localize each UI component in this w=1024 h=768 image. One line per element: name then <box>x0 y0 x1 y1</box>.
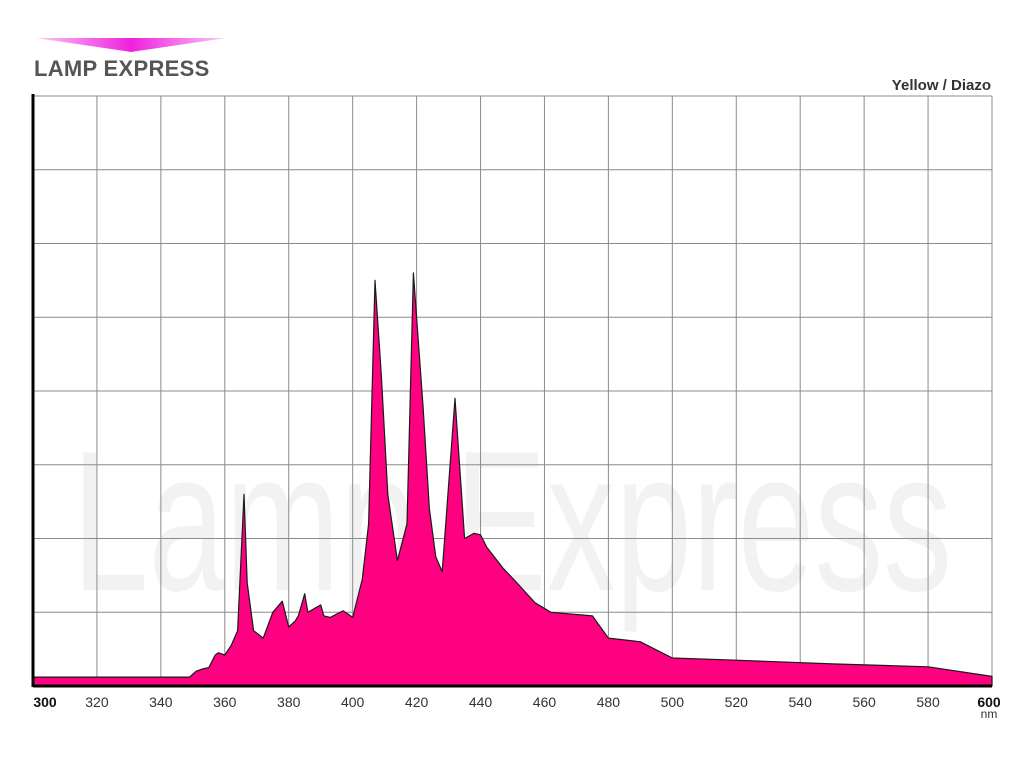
x-tick-label-540: 540 <box>789 694 813 710</box>
x-tick-label-420: 420 <box>405 694 429 710</box>
brand-title: LAMP EXPRESS <box>34 56 210 81</box>
x-tick-label-340: 340 <box>149 694 173 710</box>
x-tick-label-300: 300 <box>33 694 57 710</box>
x-tick-label-520: 520 <box>725 694 749 710</box>
x-tick-label-600: 600 <box>977 694 1001 710</box>
x-tick-label-360: 360 <box>213 694 237 710</box>
logo-accent-chevron <box>0 0 240 65</box>
x-tick-label-500: 500 <box>661 694 685 710</box>
x-tick-label-560: 560 <box>852 694 876 710</box>
x-tick-label-440: 440 <box>469 694 493 710</box>
x-tick-label-460: 460 <box>533 694 557 710</box>
x-tick-label-400: 400 <box>341 694 365 710</box>
x-tick-label-320: 320 <box>85 694 109 710</box>
spectrum-area <box>32 272 993 687</box>
x-tick-label-480: 480 <box>597 694 621 710</box>
x-tick-label-380: 380 <box>277 694 301 710</box>
x-tick-labels: 300 320 340 360 380 400 420 440 460 480 500 520 540 5… <box>33 694 1001 710</box>
x-axis-unit: nm <box>981 707 998 721</box>
lamp-type-label: Yellow / Diazo <box>891 77 991 94</box>
chart-grid <box>32 95 993 687</box>
logo-chevron-icon <box>36 38 226 52</box>
x-tick-label-580: 580 <box>916 694 940 710</box>
